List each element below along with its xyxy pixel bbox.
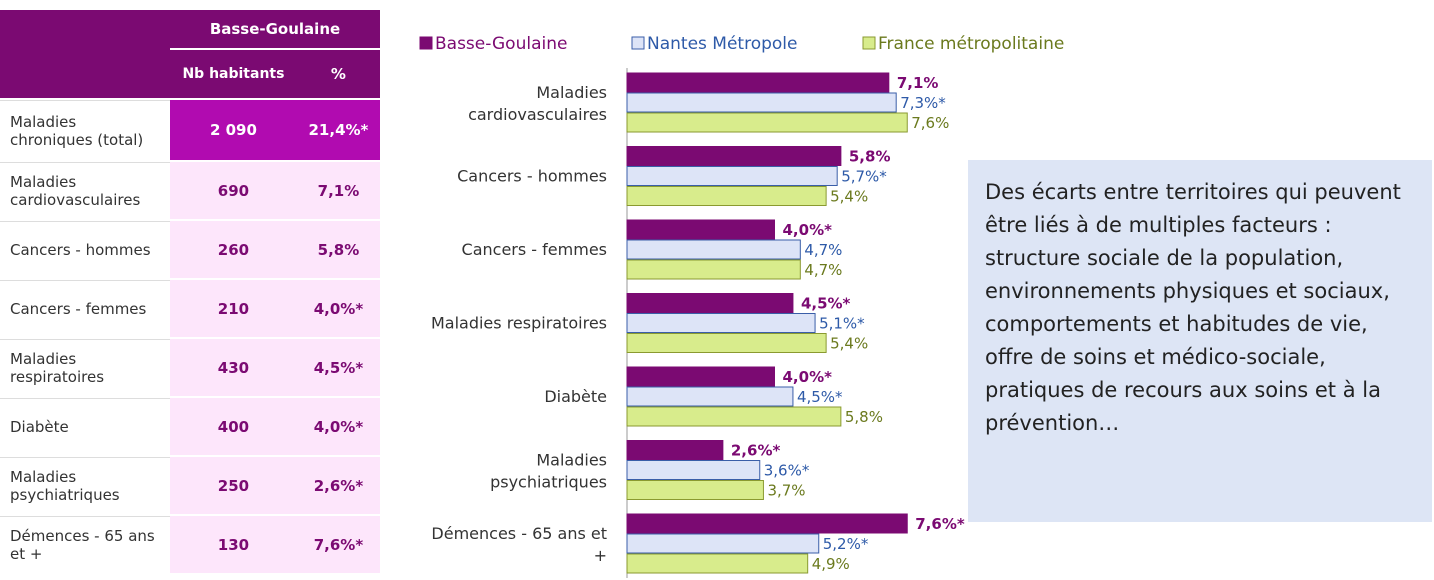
value-label: 7,6% [911, 114, 949, 132]
category-label: Maladies psychiatriques [490, 451, 607, 492]
row-label: Maladies chroniques (total) [0, 100, 170, 160]
value-label: 4,9% [812, 555, 850, 573]
row-label: Démences - 65 ans et + [0, 516, 170, 573]
legend-label: Basse-Goulaine [435, 34, 567, 54]
value-label: 5,1%* [819, 315, 865, 333]
cell: 690 [170, 162, 297, 219]
bar [626, 219, 775, 240]
legend-label: Nantes Métropole [647, 34, 797, 54]
table-row: Cancers - femmes 210 4,0%* [0, 280, 380, 337]
table-row: Maladies chroniques (total) 2 090 21,4%* [0, 100, 380, 160]
value-label: 5,8% [845, 408, 883, 426]
cell: 7,6%* [296, 516, 380, 573]
table-row: Maladies respiratoires 430 4,5%* [0, 339, 380, 396]
value-label: 5,4% [830, 335, 868, 353]
bar [626, 533, 820, 554]
legend-swatch [631, 36, 645, 50]
cell: 210 [170, 280, 297, 337]
legend-swatch [419, 36, 433, 50]
bar [626, 513, 908, 534]
value-label: 4,5%* [801, 295, 851, 313]
bar [626, 366, 775, 387]
value-label: 2,6%* [731, 442, 781, 460]
category-label: Maladies cardiovasculaires [468, 83, 607, 124]
bar [626, 146, 842, 166]
value-label: 3,6%* [764, 462, 810, 480]
bar [626, 186, 827, 206]
cell: 400 [170, 398, 297, 455]
cell: 4,0%* [296, 398, 380, 455]
table-row: Maladies psychiatriques 250 2,6%* [0, 457, 380, 514]
column-header: Nb habitants [170, 50, 297, 98]
cell: 4,0%* [296, 280, 380, 337]
category-label: Cancers - hommes [457, 167, 607, 186]
value-label: 4,5%* [797, 388, 843, 406]
corner [0, 10, 170, 98]
legend-swatch [862, 36, 876, 50]
value-label: 7,3%* [900, 94, 946, 112]
row-label: Cancers - femmes [0, 280, 170, 337]
category-label: Démences - 65 ans et + [431, 524, 607, 565]
value-label: 4,0%* [783, 221, 833, 239]
bar [626, 92, 897, 113]
cell: 130 [170, 516, 297, 573]
cell: 5,8% [296, 221, 380, 278]
note-box: Des écarts entre territoires qui peuvent… [968, 160, 1432, 522]
cell: 260 [170, 221, 297, 278]
row-label: Maladies respiratoires [0, 339, 170, 396]
bar [626, 313, 816, 333]
chart: Basse-Goulaine Nantes Métropole France mét… [419, 34, 1064, 578]
table-row: Diabète 400 4,0%* [0, 398, 380, 455]
value-label: 4,0%* [783, 368, 833, 386]
cell: 21,4%* [296, 100, 380, 160]
bar [626, 166, 838, 186]
category-label: Maladies respiratoires [431, 314, 607, 333]
bar [626, 553, 809, 574]
bar [626, 333, 827, 353]
value-label: 5,7%* [841, 168, 887, 186]
value-label: 5,8% [849, 148, 891, 166]
bar [626, 72, 890, 93]
cell: 7,1% [296, 162, 380, 219]
legend-label: France métropolitaine [878, 34, 1064, 54]
bar [626, 460, 761, 480]
bar [626, 386, 794, 407]
cell: 2 090 [170, 100, 297, 160]
bar [626, 112, 908, 133]
row-label: Cancers - hommes [0, 221, 170, 278]
value-label: 5,4% [830, 188, 868, 206]
cell: 2,6%* [296, 457, 380, 514]
column-header: % [296, 50, 380, 98]
value-label: 7,1% [897, 74, 939, 92]
cell: 250 [170, 457, 297, 514]
value-label: 3,7% [767, 482, 805, 500]
bar [626, 259, 801, 280]
bar [626, 480, 764, 500]
row-label: Maladies psychiatriques [0, 457, 170, 514]
table-row: Cancers - hommes 260 5,8% [0, 221, 380, 278]
value-label: 5,2%* [823, 535, 869, 553]
data-table: Basse-Goulaine Nb habitants% Maladies ch… [0, 8, 380, 575]
value-label: 4,7% [804, 241, 842, 259]
row-label: Maladies cardiovasculaires [0, 162, 170, 219]
category-label: Cancers - femmes [462, 240, 607, 259]
bar [626, 406, 842, 427]
table-header: Basse-Goulaine [170, 10, 380, 48]
cell: 430 [170, 339, 297, 396]
table-row: Démences - 65 ans et +130 7,6%* [0, 516, 380, 573]
value-label: 7,6%* [915, 515, 965, 533]
value-label: 4,7% [804, 261, 842, 279]
cell: 4,5%* [296, 339, 380, 396]
bar [626, 293, 794, 313]
bar [626, 239, 801, 260]
table-row: Maladies cardiovasculaires 690 7,1% [0, 162, 380, 219]
category-label: Diabète [544, 387, 607, 406]
bar [626, 440, 724, 460]
row-label: Diabète [0, 398, 170, 455]
